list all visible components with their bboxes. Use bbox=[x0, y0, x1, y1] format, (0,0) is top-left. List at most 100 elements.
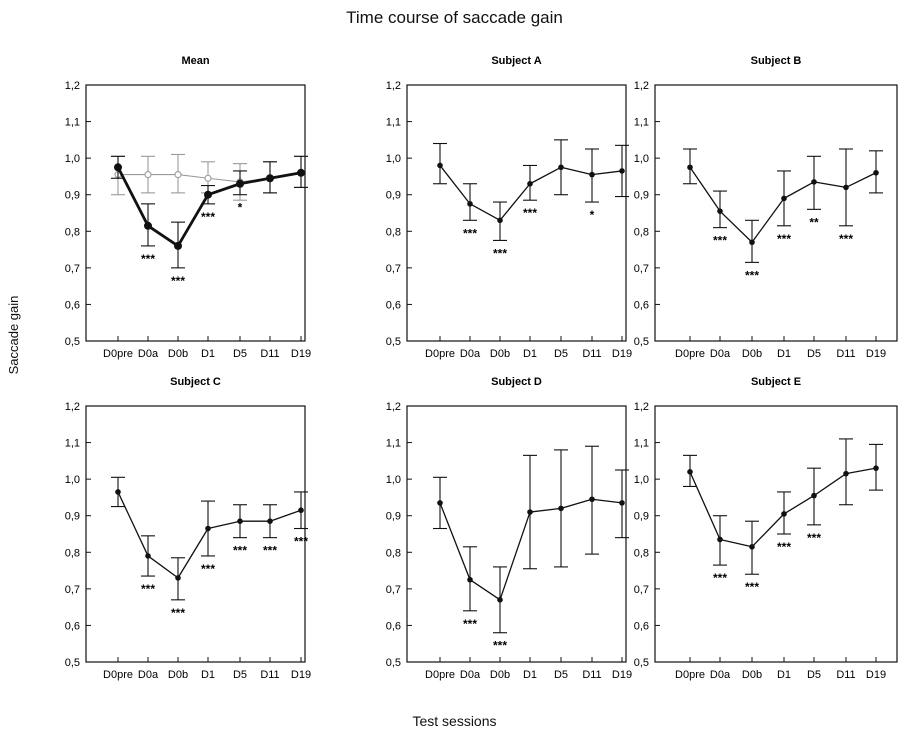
y-tick-label-4: 0,5 bbox=[386, 657, 401, 669]
y-tick-label-4: 1,0 bbox=[386, 474, 401, 486]
y-tick-label-4: 1,1 bbox=[386, 438, 401, 450]
data-point-5 bbox=[811, 492, 817, 499]
data-point-2 bbox=[873, 169, 879, 176]
x-tick-label-2: D0a bbox=[710, 348, 731, 360]
y-tick-label-3: 0,5 bbox=[65, 657, 80, 669]
x-tick-label-0: D5 bbox=[233, 348, 247, 360]
data-point-3 bbox=[237, 518, 243, 524]
x-tick-label-5: D0pre bbox=[675, 669, 705, 681]
x-tick-label-3: D11 bbox=[260, 669, 279, 681]
significance-label-5: *** bbox=[745, 580, 759, 594]
significance-label-5: *** bbox=[777, 540, 791, 554]
y-tick-label-0: 1,0 bbox=[65, 153, 80, 165]
y-tick-label-0: 0,9 bbox=[65, 190, 80, 202]
x-tick-label-1: D0b bbox=[490, 348, 510, 360]
data-point-0 bbox=[144, 171, 152, 179]
y-tick-label-5: 1,0 bbox=[634, 474, 649, 486]
data-point-5 bbox=[873, 465, 879, 471]
significance-label-0: *** bbox=[141, 252, 155, 266]
data-point-4 bbox=[558, 505, 564, 512]
x-tick-label-1: D0a bbox=[460, 348, 481, 360]
y-tick-label-0: 1,1 bbox=[65, 117, 80, 129]
x-tick-label-1: D5 bbox=[554, 348, 568, 360]
panel-title-3: Subject C bbox=[170, 376, 221, 388]
x-tick-label-0: D1 bbox=[201, 348, 215, 360]
y-tick-label-1: 1,2 bbox=[386, 80, 401, 92]
panel-frame-0 bbox=[85, 84, 306, 342]
x-tick-label-1: D1 bbox=[523, 348, 537, 360]
data-point-2 bbox=[811, 179, 817, 185]
y-tick-label-2: 0,9 bbox=[634, 190, 649, 202]
x-tick-label-0: D0a bbox=[138, 348, 159, 360]
x-tick-label-4: D19 bbox=[612, 669, 632, 681]
x-tick-label-4: D0b bbox=[490, 669, 510, 681]
x-tick-label-1: D19 bbox=[612, 348, 632, 360]
x-tick-label-3: D0b bbox=[168, 669, 188, 681]
y-tick-label-4: 0,8 bbox=[386, 547, 401, 559]
y-tick-label-5: 1,1 bbox=[634, 438, 649, 450]
significance-label-1: *** bbox=[493, 246, 507, 260]
x-tick-label-4: D0a bbox=[460, 669, 481, 681]
x-tick-label-4: D1 bbox=[523, 669, 537, 681]
y-tick-label-5: 0,6 bbox=[634, 620, 649, 632]
x-tick-label-0: D0b bbox=[168, 348, 188, 360]
data-point-0 bbox=[204, 174, 212, 182]
y-tick-label-1: 1,0 bbox=[386, 153, 401, 165]
significance-label-1: *** bbox=[463, 226, 477, 240]
y-tick-label-4: 0,7 bbox=[386, 584, 401, 596]
significance-label-1: * bbox=[590, 208, 595, 222]
panel-title-4: Subject D bbox=[491, 376, 542, 388]
x-tick-label-5: D11 bbox=[836, 669, 855, 681]
x-tick-label-3: D5 bbox=[233, 669, 247, 681]
data-point-1 bbox=[527, 180, 533, 187]
data-point-4 bbox=[497, 597, 503, 603]
significance-label-0: *** bbox=[201, 210, 215, 224]
y-tick-label-1: 1,1 bbox=[386, 117, 401, 129]
significance-label-3: *** bbox=[294, 535, 308, 549]
panel-title-0: Mean bbox=[181, 55, 209, 67]
x-tick-label-2: D0b bbox=[742, 348, 762, 360]
significance-label-3: *** bbox=[141, 582, 155, 596]
data-point-3 bbox=[205, 525, 211, 532]
x-axis-label: Test sessions bbox=[412, 713, 497, 729]
y-tick-label-1: 0,8 bbox=[386, 226, 401, 238]
y-tick-label-3: 1,2 bbox=[65, 401, 80, 413]
y-tick-label-3: 1,0 bbox=[65, 474, 80, 486]
data-point-0 bbox=[266, 174, 274, 183]
y-tick-label-0: 0,5 bbox=[65, 336, 80, 348]
data-point-1 bbox=[437, 162, 443, 169]
y-tick-label-2: 0,5 bbox=[634, 336, 649, 348]
significance-label-3: *** bbox=[171, 606, 185, 620]
significance-label-3: *** bbox=[233, 544, 247, 558]
x-tick-label-3: D19 bbox=[291, 669, 311, 681]
x-tick-label-4: D0pre bbox=[425, 669, 455, 681]
data-point-0 bbox=[174, 241, 182, 250]
data-point-0 bbox=[144, 221, 152, 230]
data-point-5 bbox=[687, 469, 693, 475]
panel-frame-3 bbox=[85, 405, 306, 663]
data-point-3 bbox=[267, 518, 273, 524]
significance-label-0: * bbox=[238, 201, 243, 215]
x-tick-label-0: D19 bbox=[291, 348, 311, 360]
y-tick-label-2: 1,1 bbox=[634, 117, 649, 129]
data-point-2 bbox=[687, 164, 693, 171]
y-tick-label-5: 0,9 bbox=[634, 511, 649, 523]
significance-label-2: *** bbox=[745, 268, 759, 282]
y-tick-label-4: 0,9 bbox=[386, 511, 401, 523]
x-tick-label-3: D0a bbox=[138, 669, 159, 681]
x-tick-label-2: D5 bbox=[807, 348, 821, 360]
significance-label-2: *** bbox=[839, 232, 853, 246]
x-tick-label-4: D5 bbox=[554, 669, 568, 681]
data-point-2 bbox=[717, 208, 723, 214]
data-point-2 bbox=[749, 239, 755, 246]
y-tick-label-0: 0,7 bbox=[65, 263, 80, 275]
data-point-0 bbox=[174, 171, 182, 179]
data-point-3 bbox=[298, 507, 304, 514]
x-tick-label-1: D11 bbox=[582, 348, 601, 360]
data-point-0 bbox=[204, 190, 212, 199]
x-tick-label-3: D0pre bbox=[103, 669, 133, 681]
significance-label-0: *** bbox=[171, 274, 185, 288]
data-point-1 bbox=[467, 201, 473, 207]
y-tick-label-3: 0,9 bbox=[65, 511, 80, 523]
data-point-1 bbox=[619, 168, 625, 174]
